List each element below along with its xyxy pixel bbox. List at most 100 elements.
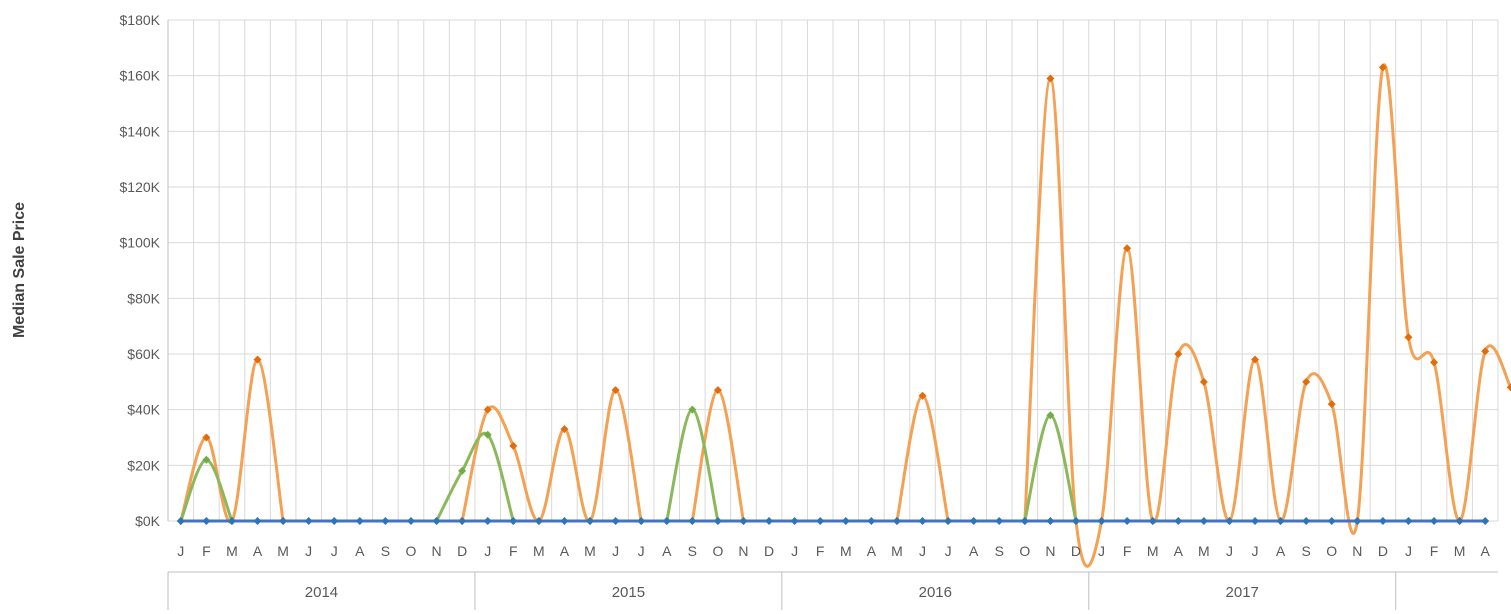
x-tick-label: F <box>816 543 825 559</box>
data-point <box>1430 358 1439 367</box>
x-tick-label: M <box>840 543 852 559</box>
x-tick-label: F <box>1123 543 1132 559</box>
x-tick-label: A <box>867 543 877 559</box>
y-tick-label: $20K <box>127 457 160 473</box>
data-point <box>790 517 799 525</box>
tick-labels: $0K $20K $40K $60K $80K $100K $120K $140K $160K $… <box>120 12 1491 601</box>
y-tick-label: $180K <box>120 12 161 28</box>
data-point <box>406 517 415 525</box>
data-point <box>1455 517 1464 525</box>
data-point <box>713 386 722 395</box>
x-tick-label: J <box>1226 543 1233 559</box>
x-tick-label: F <box>1430 543 1439 559</box>
data-point <box>944 517 953 525</box>
x-tick-label: N <box>1352 543 1362 559</box>
data-point <box>1046 411 1055 420</box>
data-point <box>1199 517 1208 525</box>
data-point <box>227 517 236 525</box>
x-tick-label: A <box>969 543 979 559</box>
data-point <box>432 517 441 525</box>
x-tick-label: S <box>1302 543 1311 559</box>
year-label: 2015 <box>612 584 645 601</box>
axes <box>167 20 1498 610</box>
data-point <box>304 517 313 525</box>
data-point <box>202 517 211 525</box>
data-point <box>458 517 467 525</box>
data-point <box>1097 517 1106 525</box>
data-point <box>381 517 390 525</box>
data-point <box>355 517 364 525</box>
year-label: 2014 <box>305 584 338 601</box>
data-point <box>1327 400 1336 409</box>
x-tick-label: J <box>1252 543 1259 559</box>
year-label: 2016 <box>919 584 952 601</box>
x-tick-label: J <box>638 543 645 559</box>
data-point <box>1481 517 1490 525</box>
x-tick-label: M <box>891 543 903 559</box>
x-tick-label: A <box>1276 543 1286 559</box>
y-tick-label: $60K <box>127 346 160 362</box>
x-tick-label: M <box>1198 543 1210 559</box>
data-point <box>483 405 492 414</box>
data-point <box>1148 517 1157 525</box>
data-point <box>483 517 492 525</box>
series-line <box>435 431 515 523</box>
data-point <box>918 391 927 400</box>
y-tick-label: $0K <box>135 513 161 529</box>
y-tick-label: $80K <box>127 290 160 306</box>
data-point <box>611 517 620 525</box>
x-tick-label: M <box>584 543 596 559</box>
data-point <box>176 517 185 525</box>
x-tick-label: J <box>484 543 491 559</box>
data-point <box>1481 347 1490 356</box>
x-tick-label: D <box>1378 543 1388 559</box>
y-tick-label: $140K <box>120 123 161 139</box>
x-tick-label: D <box>1071 543 1081 559</box>
data-point <box>1046 517 1055 525</box>
series-lines <box>179 63 1511 568</box>
data-point <box>688 517 697 525</box>
data-point <box>1174 517 1183 525</box>
x-tick-label: M <box>1147 543 1159 559</box>
y-tick-label: $120K <box>120 179 161 195</box>
data-point <box>662 517 671 525</box>
data-point <box>1071 517 1080 525</box>
x-tick-label: J <box>919 543 926 559</box>
x-tick-label: A <box>560 543 570 559</box>
y-tick-label: $100K <box>120 235 161 251</box>
x-tick-label: J <box>945 543 952 559</box>
data-point <box>1378 63 1387 72</box>
x-tick-label: F <box>509 543 518 559</box>
data-point <box>1020 517 1029 525</box>
x-tick-label: N <box>431 543 441 559</box>
x-tick-label: D <box>457 543 467 559</box>
data-point <box>995 517 1004 525</box>
series-line <box>179 358 285 524</box>
data-point <box>969 517 978 525</box>
x-tick-label: O <box>1019 543 1030 559</box>
x-tick-label: O <box>1326 543 1337 559</box>
x-tick-label: J <box>331 543 338 559</box>
data-point <box>509 441 518 450</box>
x-tick-label: A <box>1174 543 1184 559</box>
x-tick-label: J <box>305 543 312 559</box>
x-tick-label: J <box>1405 543 1412 559</box>
data-point <box>330 517 339 525</box>
data-point <box>202 455 211 464</box>
data-point <box>1174 350 1183 358</box>
data-point <box>918 517 927 525</box>
data-point <box>688 405 697 414</box>
data-point <box>1327 517 1336 525</box>
series-line <box>895 394 950 523</box>
data-point <box>637 517 646 525</box>
x-tick-label: J <box>177 543 184 559</box>
data-point <box>1123 244 1132 253</box>
x-tick-label: A <box>253 543 263 559</box>
data-point <box>713 517 722 525</box>
data-point <box>1302 377 1311 386</box>
x-tick-label: A <box>662 543 672 559</box>
data-point <box>202 433 211 442</box>
x-tick-label: N <box>738 543 748 559</box>
data-point <box>534 517 543 525</box>
x-tick-label: S <box>995 543 1004 559</box>
